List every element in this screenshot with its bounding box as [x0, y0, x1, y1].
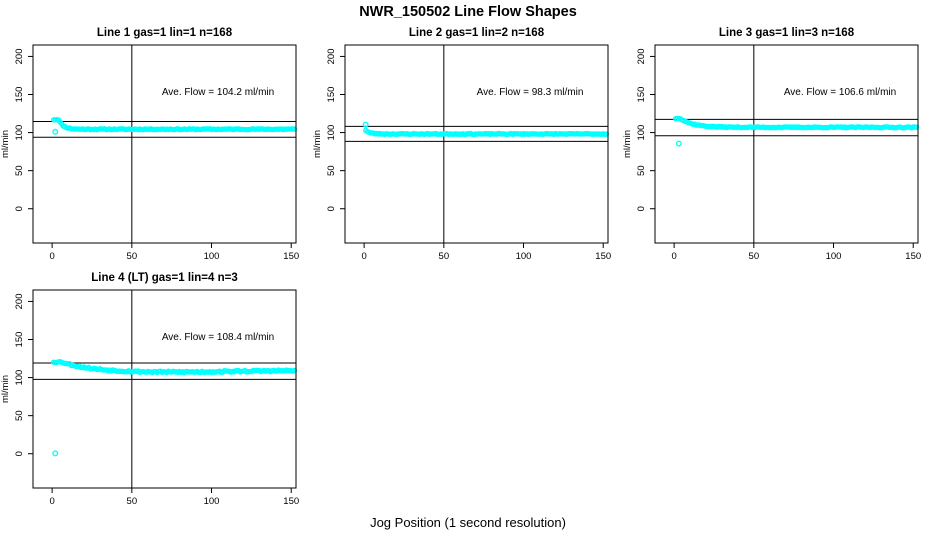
subplot-title-line1: Line 1 gas=1 lin=1 n=168 — [96, 27, 233, 39]
figure-title: NWR_150502 Line Flow Shapes — [359, 4, 577, 20]
y-tick-label: 0 — [326, 206, 337, 211]
x-axis-label: Jog Position (1 second resolution) — [370, 515, 566, 530]
data-points-series — [362, 121, 610, 138]
data-points-series — [51, 116, 298, 135]
y-tick-label: 0 — [14, 206, 25, 211]
data-points-series — [51, 359, 298, 457]
x-tick-label: 0 — [361, 251, 366, 262]
y-tick-label: 200 — [14, 293, 25, 309]
x-tick-label: 50 — [127, 496, 138, 507]
subplot-line-3: 0 50 100 150 0 50 100 150 200 ml/min — [622, 44, 921, 262]
subplot-line-4: 0 50 100 150 0 50 100 150 200 ml/min — [0, 289, 299, 507]
x-tick-label: 150 — [283, 251, 299, 262]
x-tick-label: 50 — [749, 251, 760, 262]
x-tick-label: 150 — [283, 496, 299, 507]
plot-box — [344, 44, 609, 244]
y-tick-label: 150 — [14, 332, 25, 348]
x-tick-label: 100 — [826, 251, 842, 262]
y-axis-title: ml/min — [622, 130, 633, 158]
y-tick-label: 50 — [14, 410, 25, 421]
y-tick-label: 100 — [14, 370, 25, 386]
plot-box — [32, 289, 297, 489]
y-tick-label: 50 — [326, 165, 337, 176]
x-tick-label: 150 — [595, 251, 611, 262]
outlier-point — [52, 128, 59, 135]
subplot-title-line2: Line 2 gas=1 lin=2 n=168 — [408, 27, 545, 39]
ave-flow-annotation-line4: Ave. Flow = 108.4 ml/min — [161, 332, 275, 343]
y-tick-label: 0 — [14, 451, 25, 456]
x-tick-label: 50 — [439, 251, 450, 262]
y-tick-label: 0 — [636, 206, 647, 211]
y-tick-label: 50 — [636, 165, 647, 176]
x-tick-label: 0 — [49, 496, 54, 507]
ave-flow-annotation-line3: Ave. Flow = 106.6 ml/min — [783, 87, 897, 98]
y-tick-label: 200 — [14, 48, 25, 64]
x-tick-label: 0 — [671, 251, 676, 262]
outlier-point — [52, 450, 59, 457]
y-tick-label: 200 — [326, 48, 337, 64]
plot-box — [654, 44, 919, 244]
y-tick-label: 100 — [636, 125, 647, 141]
subplot-title-line4: Line 4 (LT) gas=1 lin=4 n=3 — [91, 272, 238, 284]
x-tick-label: 100 — [516, 251, 532, 262]
x-tick-label: 150 — [905, 251, 921, 262]
y-axis-title: ml/min — [0, 130, 11, 158]
y-tick-label: 150 — [14, 87, 25, 103]
y-tick-label: 150 — [326, 87, 337, 103]
x-tick-label: 50 — [127, 251, 138, 262]
subplot-line-1: 0 50 100 150 0 50 100 150 200 ml/min — [0, 44, 299, 262]
ave-flow-annotation-line1: Ave. Flow = 104.2 ml/min — [161, 87, 275, 98]
ave-flow-annotation-line2: Ave. Flow = 98.3 ml/min — [476, 87, 584, 98]
y-tick-label: 150 — [636, 87, 647, 103]
y-axis-title: ml/min — [0, 375, 11, 403]
subplot-title-line3: Line 3 gas=1 lin=3 n=168 — [718, 27, 855, 39]
x-tick-label: 100 — [204, 496, 220, 507]
outlier-point — [675, 140, 682, 147]
x-tick-label: 100 — [204, 251, 220, 262]
subplot-line-2: 0 50 100 150 0 50 100 150 200 ml/min — [312, 44, 611, 262]
outlier-point — [362, 121, 369, 128]
y-axis-title: ml/min — [312, 130, 323, 158]
y-tick-label: 50 — [14, 165, 25, 176]
x-tick-label: 0 — [49, 251, 54, 262]
y-tick-label: 200 — [636, 48, 647, 64]
y-tick-label: 100 — [14, 125, 25, 141]
data-points-series — [673, 115, 920, 147]
y-tick-label: 100 — [326, 125, 337, 141]
plot-box — [32, 44, 297, 244]
